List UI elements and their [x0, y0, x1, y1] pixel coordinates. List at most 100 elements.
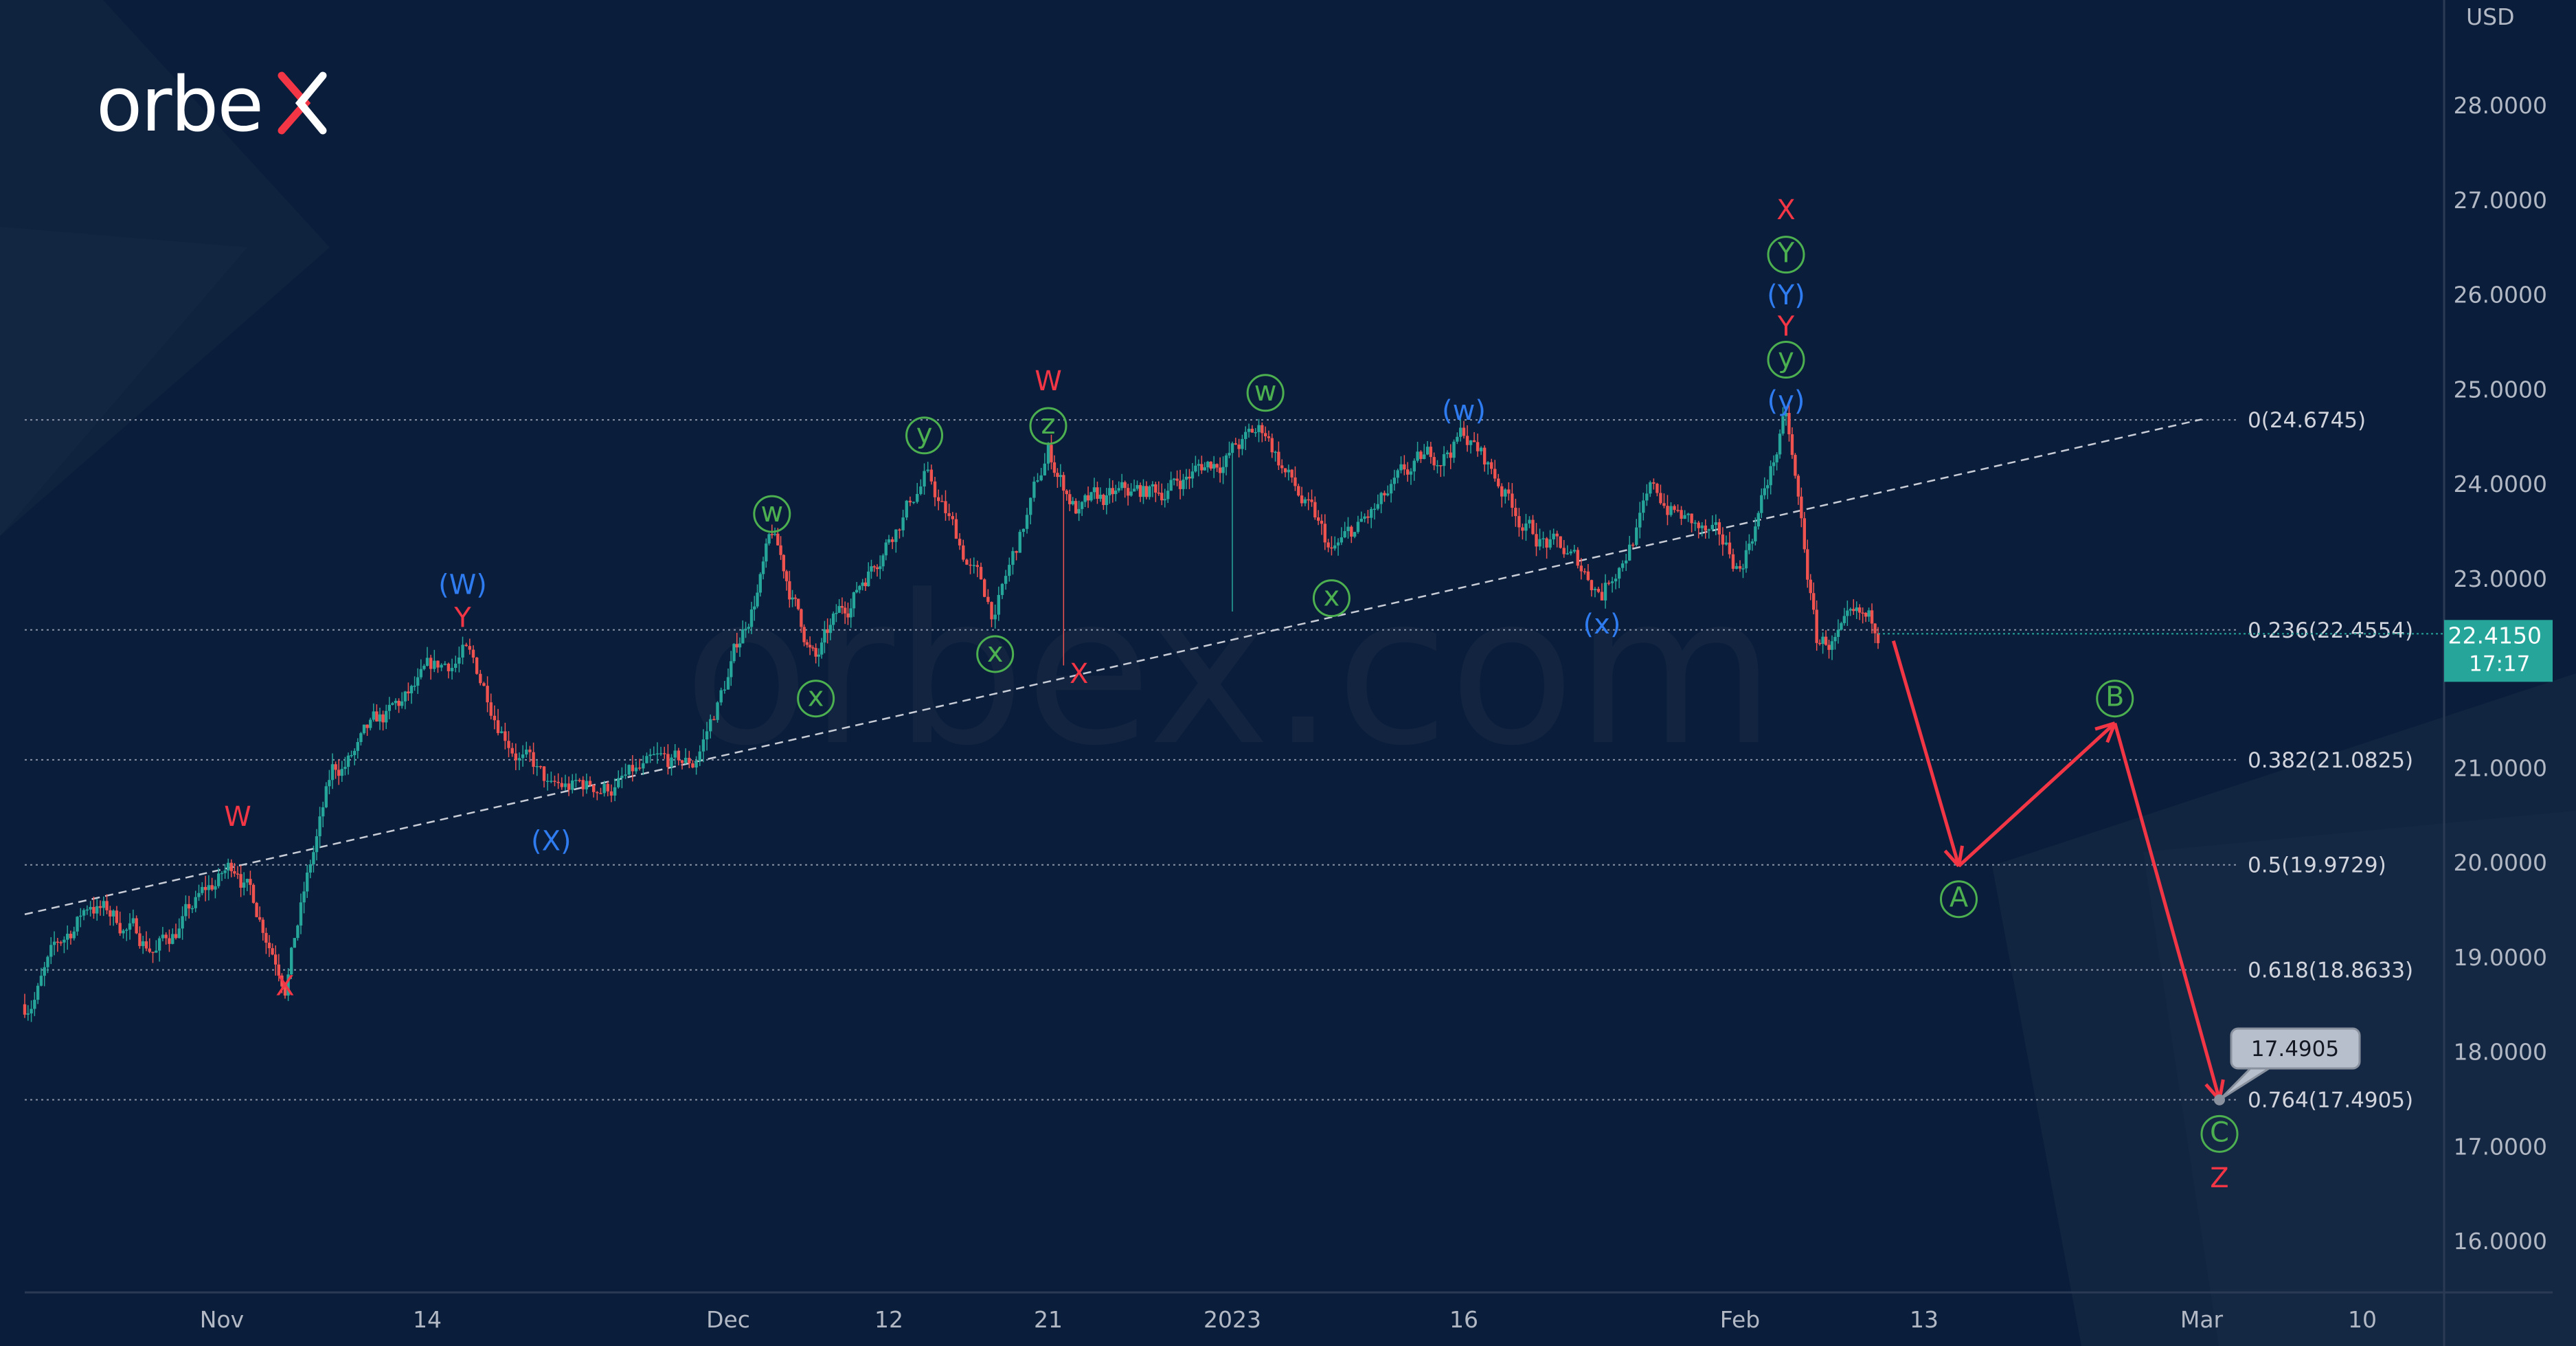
candle-body — [296, 926, 300, 939]
candle-body — [258, 917, 262, 920]
candle-body — [1261, 425, 1264, 434]
candle-body — [277, 964, 280, 976]
wave-label-circle — [797, 680, 835, 718]
candle-body — [369, 719, 372, 728]
candle-body — [631, 765, 635, 772]
candle-body — [36, 985, 40, 1000]
candle-body — [102, 901, 105, 908]
candle-body — [1303, 499, 1307, 504]
candle-body — [773, 533, 777, 535]
y-tick-label: 27.0000 — [2454, 187, 2547, 214]
candle-body — [563, 783, 567, 787]
fib-level-label: 0.5(19.9729) — [2248, 853, 2386, 878]
candle-body — [1320, 520, 1324, 524]
candle-body — [1126, 488, 1130, 496]
candle-body — [694, 761, 698, 768]
candle-body — [1197, 464, 1201, 466]
candle-body — [817, 654, 821, 657]
candle-body — [493, 715, 497, 721]
candle-body — [1182, 480, 1185, 489]
candle-body — [1142, 486, 1145, 497]
candle-body — [302, 891, 306, 903]
wave-label: Z — [2210, 1163, 2228, 1194]
x-tick-label: 2023 — [1204, 1306, 1261, 1333]
candle-body — [39, 976, 43, 986]
candle-body — [846, 613, 850, 618]
candle-body — [1114, 490, 1118, 495]
candle-body — [315, 836, 319, 853]
wave-label: y — [1778, 343, 1794, 374]
candle-body — [223, 870, 227, 873]
candle-body — [391, 703, 394, 705]
candle-body — [1389, 484, 1393, 494]
candle-body — [788, 581, 791, 600]
price-axis[interactable]: USD 28.0000 27.0000 26.0000 25.0000 24.0000 2… — [2443, 0, 2547, 1346]
currency-label: USD — [2466, 3, 2515, 30]
candle-body — [217, 873, 221, 886]
candle-body — [1683, 515, 1686, 519]
projection-path — [1891, 640, 2225, 1101]
candle-body — [919, 486, 923, 494]
candle-body — [1704, 525, 1707, 531]
candle-body — [1077, 508, 1081, 514]
candle-body — [447, 663, 451, 671]
candle-body — [1610, 581, 1614, 583]
candle-body — [105, 901, 109, 910]
candle-body — [274, 954, 278, 965]
candle-body — [1132, 489, 1136, 492]
candle-body — [826, 629, 829, 633]
candle-body — [535, 765, 539, 767]
candle-body — [350, 755, 353, 756]
candle-body — [1645, 493, 1649, 501]
candle-body — [1593, 589, 1597, 590]
candle-body — [1603, 583, 1607, 601]
candle-body — [1482, 447, 1487, 465]
candle-body — [642, 763, 645, 769]
callout-value: 17.4905 — [2251, 1037, 2339, 1062]
candle-body — [793, 597, 798, 599]
candle-body — [1760, 495, 1763, 513]
candle-body — [723, 689, 727, 691]
candle-body — [1310, 500, 1313, 502]
candle-body — [1465, 436, 1469, 445]
candle-body — [923, 471, 926, 487]
time-axis[interactable]: Nov 14 Dec 12 21 2023 16 Feb 13 Mar 10 — [25, 1291, 2553, 1333]
candle-body — [1293, 477, 1297, 486]
arrowhead — [1957, 845, 1964, 866]
countdown-timer: 17:17 — [2469, 651, 2530, 676]
candle-body — [1649, 482, 1652, 494]
callout-box — [2230, 1027, 2361, 1070]
x-tick-label: Nov — [200, 1306, 244, 1333]
candle-body — [1326, 542, 1330, 548]
candle-body — [1500, 486, 1504, 497]
candle-body — [588, 781, 592, 785]
candle-body — [1690, 513, 1693, 524]
candle-body — [1432, 457, 1436, 466]
projection-segment — [2113, 722, 2222, 1101]
candle-body — [1652, 482, 1656, 484]
candle-body — [947, 513, 951, 517]
candle-body — [1870, 610, 1874, 624]
candle-body — [461, 644, 464, 658]
candle-body — [1419, 451, 1423, 460]
candle-body — [1456, 436, 1459, 442]
candle-body — [1756, 513, 1760, 527]
candle-body — [1497, 478, 1500, 486]
candle-body — [174, 934, 178, 939]
svg-text:orbe: orbe — [96, 60, 262, 148]
candle-body — [1383, 493, 1386, 495]
candle-body — [1423, 454, 1426, 460]
projection-segment — [1891, 640, 1961, 867]
candle-body — [413, 685, 416, 687]
candle-body — [1620, 563, 1625, 568]
candle-body — [197, 893, 201, 897]
candle-body — [496, 720, 500, 733]
candle-body — [184, 904, 188, 917]
candle-body — [1833, 637, 1837, 642]
candle-body — [394, 700, 398, 704]
candle-body — [425, 658, 429, 666]
candle-body — [1864, 612, 1868, 617]
candle-body — [334, 764, 337, 770]
wave-label-circle — [1940, 880, 1978, 919]
